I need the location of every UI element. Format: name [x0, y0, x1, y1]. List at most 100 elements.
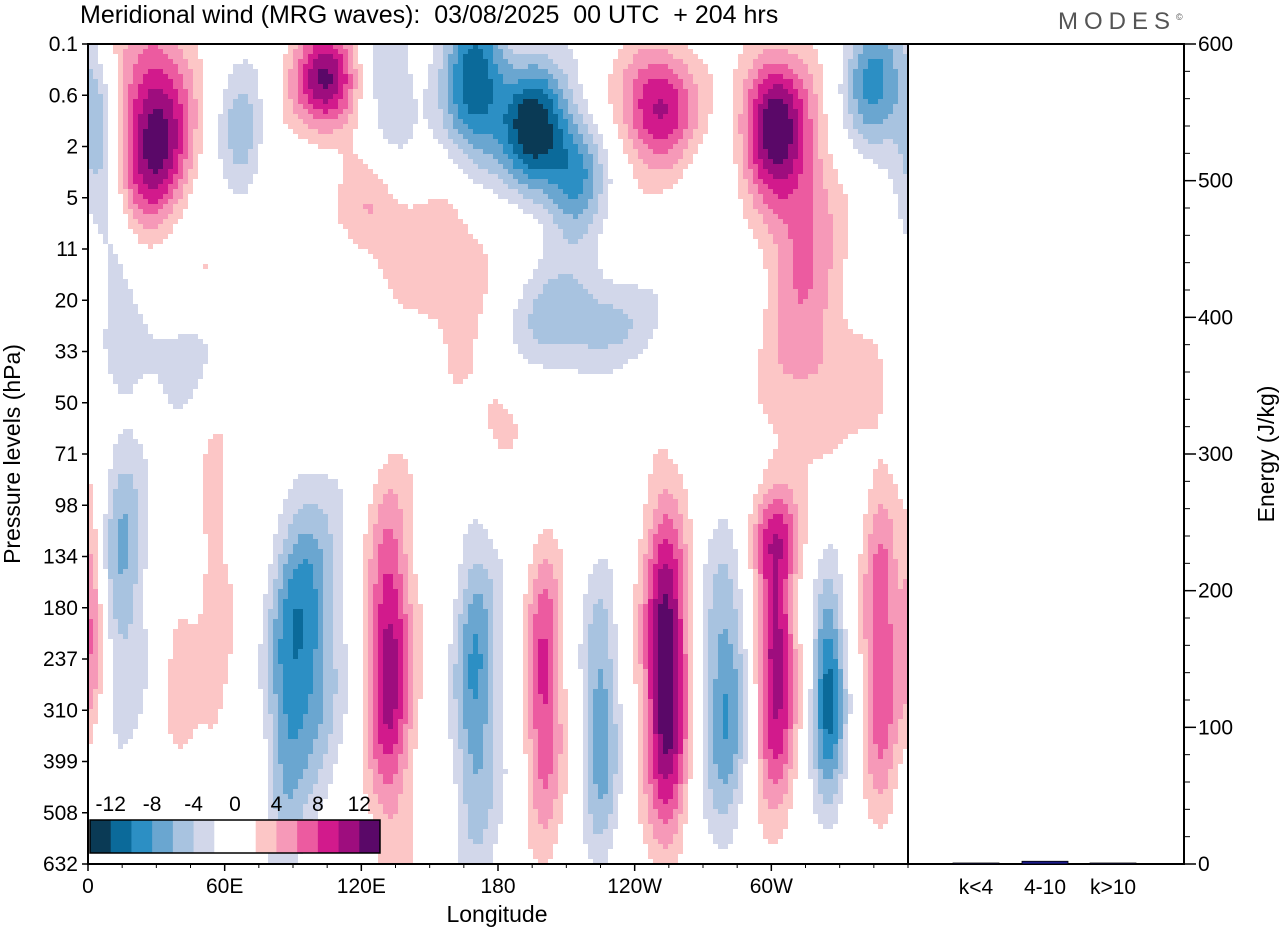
- heatmap-cell: [553, 109, 563, 114]
- heatmap-cell: [378, 679, 383, 684]
- heatmap-cell: [743, 199, 753, 204]
- heatmap-cell: [108, 249, 113, 254]
- heatmap-cell: [438, 79, 448, 84]
- heatmap-cell: [893, 534, 908, 539]
- heatmap-cell: [638, 179, 678, 184]
- heatmap-cell: [503, 114, 518, 119]
- heatmap-cell: [493, 429, 518, 434]
- heatmap-cell: [793, 634, 798, 639]
- heatmap-cell: [493, 734, 503, 739]
- heatmap-cell: [523, 619, 528, 624]
- heatmap-cell: [503, 79, 518, 84]
- heatmap-cell: [553, 604, 558, 609]
- heatmap-cell: [263, 714, 273, 719]
- heatmap-cell: [723, 629, 728, 634]
- heatmap-cell: [903, 579, 908, 584]
- heatmap-cell: [788, 224, 813, 229]
- heatmap-cell: [893, 699, 908, 704]
- heatmap-cell: [498, 444, 513, 449]
- heatmap-cell: [283, 624, 293, 629]
- heatmap-cell: [608, 609, 613, 614]
- heatmap-cell: [763, 469, 808, 474]
- heatmap-cell: [818, 629, 838, 634]
- heatmap-cell: [93, 579, 98, 584]
- heatmap-cell: [548, 669, 553, 674]
- heatmap-cell: [643, 84, 673, 89]
- heatmap-cell: [398, 649, 403, 654]
- heatmap-cell: [888, 569, 898, 574]
- heatmap-cell: [843, 674, 848, 679]
- heatmap-cell: [203, 459, 223, 464]
- heatmap-cell: [533, 629, 553, 634]
- heatmap-cell: [528, 564, 538, 569]
- heatmap-cell: [108, 324, 148, 329]
- heatmap-cell: [178, 134, 183, 139]
- heatmap-cell: [893, 694, 908, 699]
- heatmap-cell: [488, 624, 493, 629]
- heatmap-cell: [838, 739, 843, 744]
- heatmap-cell: [773, 209, 813, 214]
- heatmap-cell: [703, 604, 713, 609]
- heatmap-cell: [108, 604, 113, 609]
- heatmap-cell: [678, 529, 683, 534]
- heatmap-cell: [403, 649, 408, 654]
- heatmap-cell: [718, 564, 728, 569]
- heatmap-cell: [308, 124, 343, 129]
- heatmap-cell: [758, 689, 763, 694]
- heatmap-cell: [813, 684, 818, 689]
- heatmap-cell: [788, 589, 793, 594]
- heatmap-cell: [368, 734, 373, 739]
- heatmap-cell: [638, 574, 643, 579]
- heatmap-cell: [793, 594, 798, 599]
- heatmap-cell: [123, 139, 128, 144]
- heatmap-cell: [263, 599, 273, 604]
- heatmap-cell: [113, 49, 123, 54]
- heatmap-cell: [278, 594, 288, 599]
- heatmap-cell: [398, 739, 403, 744]
- heatmap-cell: [603, 669, 613, 674]
- heatmap-cell: [453, 614, 458, 619]
- heatmap-cell: [763, 539, 773, 544]
- heatmap-cell: [813, 754, 818, 759]
- heatmap-cell: [503, 179, 518, 184]
- heatmap-cell: [463, 599, 473, 604]
- heatmap-cell: [583, 759, 588, 764]
- heatmap-cell: [643, 534, 648, 539]
- heatmap-cell: [368, 619, 373, 624]
- heatmap-cell: [528, 674, 533, 679]
- heatmap-cell: [708, 724, 713, 729]
- heatmap-cell: [128, 184, 138, 189]
- heatmap-cell: [298, 134, 353, 139]
- heatmap-cell: [758, 54, 798, 59]
- heatmap-cell: [733, 129, 738, 134]
- heatmap-cell: [178, 129, 183, 134]
- heatmap-cell: [713, 759, 733, 764]
- heatmap-cell: [173, 104, 183, 109]
- heatmap-cell: [283, 99, 293, 104]
- heatmap-cell: [638, 689, 643, 694]
- heatmap-cell: [313, 49, 338, 54]
- heatmap-cell: [548, 119, 558, 124]
- heatmap-cell: [868, 699, 873, 704]
- heatmap-cell: [873, 519, 893, 524]
- heatmap-cell: [893, 659, 908, 664]
- heatmap-cell: [643, 684, 648, 689]
- heatmap-cell: [98, 609, 103, 614]
- heatmap-cell: [598, 559, 608, 564]
- heatmap-cell: [658, 584, 673, 589]
- heatmap-cell: [633, 644, 638, 649]
- heatmap-cell: [93, 629, 98, 634]
- heatmap-cell: [783, 654, 788, 659]
- heatmap-cell: [613, 689, 618, 694]
- heatmap-cell: [103, 559, 108, 564]
- heatmap-cell: [118, 59, 123, 64]
- heatmap-cell: [803, 119, 813, 124]
- heatmap-cell: [898, 89, 908, 94]
- heatmap-cell: [208, 449, 223, 454]
- heatmap-cell: [858, 599, 863, 604]
- heatmap-cell: [323, 644, 333, 649]
- heatmap-cell: [888, 614, 908, 619]
- heatmap-cell: [793, 574, 803, 579]
- heatmap-cell: [823, 169, 838, 174]
- heatmap-cell: [753, 629, 758, 634]
